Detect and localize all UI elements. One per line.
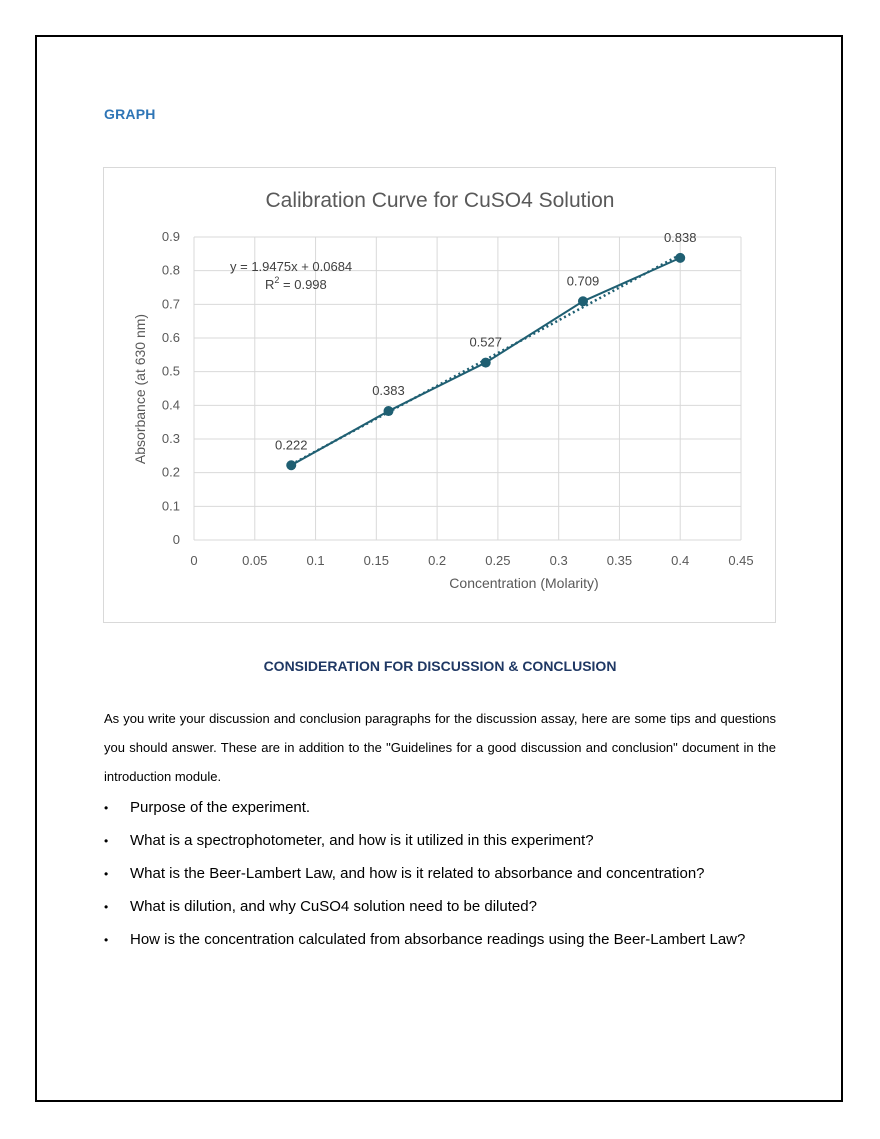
list-item: • What is dilution, and why CuSO4 solutio… (104, 891, 784, 923)
list-item: • How is the concentration calculated fro… (104, 924, 784, 956)
discussion-heading: CONSIDERATION FOR DISCUSSION & CONCLUSIO… (263, 658, 617, 674)
y-tick-label: 0 (173, 532, 180, 547)
data-point (286, 460, 297, 471)
x-tick-label: 0.1 (307, 553, 325, 568)
data-label: 0.222 (275, 437, 308, 452)
y-tick-label: 0.4 (162, 397, 180, 412)
list-item-text: How is the concentration calculated from… (130, 931, 746, 948)
data-label: 0.383 (372, 383, 405, 398)
data-point (480, 357, 491, 368)
x-tick-label: 0.25 (485, 553, 510, 568)
x-tick-label: 0.15 (364, 553, 389, 568)
list-item: • Purpose of the experiment. (104, 792, 784, 824)
list-item-text: Purpose of the experiment. (130, 799, 311, 816)
bullet-icon: • (104, 801, 109, 815)
series-layer (286, 252, 686, 471)
data-label: 0.838 (664, 230, 697, 245)
y-tick-label: 0.3 (162, 431, 180, 446)
x-tick-label: 0.35 (607, 553, 632, 568)
y-tick-label: 0.9 (162, 229, 180, 244)
list-item: • What is the Beer-Lambert Law, and how i… (104, 858, 784, 890)
y-tick-label: 0.8 (162, 263, 180, 278)
r-squared-value: = 0.998 (279, 277, 326, 292)
calibration-chart: Calibration Curve for CuSO4 Solution 0 0.… (132, 189, 754, 591)
y-tick-label: 0.1 (162, 498, 180, 513)
chart-ticks: 0 0.1 0.2 0.3 0.4 0.5 0.6 0.7 0.8 0.9 0 0.05 0.1 0.15… (162, 229, 754, 568)
trendline-equation: y = 1.9475x + 0.0684 (230, 259, 352, 274)
x-tick-label: 0.3 (550, 553, 568, 568)
intro-paragraph: As you write your discussion and conclus… (104, 711, 776, 784)
tips-list: • Purpose of the experiment. • What is a s… (104, 792, 784, 957)
x-tick-label: 0.2 (428, 553, 446, 568)
x-tick-label: 0.4 (671, 553, 689, 568)
graph-heading: GRAPH (104, 106, 156, 122)
data-point (675, 252, 686, 263)
list-item-text: What is the Beer-Lambert Law, and how is… (130, 865, 705, 882)
chart-frame: Calibration Curve for CuSO4 Solution 0 0.… (103, 167, 776, 623)
y-axis-title: Absorbance (at 630 nm) (132, 314, 148, 464)
x-tick-label: 0.05 (242, 553, 267, 568)
r-squared-superscript: 2 (274, 275, 279, 285)
list-item-text: What is dilution, and why CuSO4 solution… (130, 898, 537, 915)
y-tick-label: 0.6 (162, 330, 180, 345)
bullet-icon: • (104, 933, 109, 947)
y-tick-label: 0.5 (162, 364, 180, 379)
page-border (35, 35, 843, 1102)
r-squared-label: R2 = 0.998 (265, 275, 327, 292)
bullet-icon: • (104, 867, 109, 881)
x-tick-label: 0.45 (728, 553, 753, 568)
data-label: 0.709 (567, 273, 600, 288)
bullet-icon: • (104, 834, 109, 848)
list-item-text: What is a spectrophotometer, and how is … (130, 832, 594, 849)
x-tick-label: 0 (190, 553, 197, 568)
data-point (383, 406, 394, 417)
data-label: 0.527 (469, 335, 502, 350)
data-point (577, 296, 588, 307)
chart-title: Calibration Curve for CuSO4 Solution (265, 189, 614, 212)
y-tick-label: 0.2 (162, 465, 180, 480)
r-squared-prefix: R (265, 277, 274, 292)
x-axis-title: Concentration (Molarity) (449, 575, 598, 591)
data-label-layer: 0.222 0.383 0.527 0.709 0.838 (275, 230, 697, 452)
list-item: • What is a spectrophotometer, and how is… (104, 825, 784, 857)
y-tick-label: 0.7 (162, 296, 180, 311)
bullet-icon: • (104, 900, 109, 914)
